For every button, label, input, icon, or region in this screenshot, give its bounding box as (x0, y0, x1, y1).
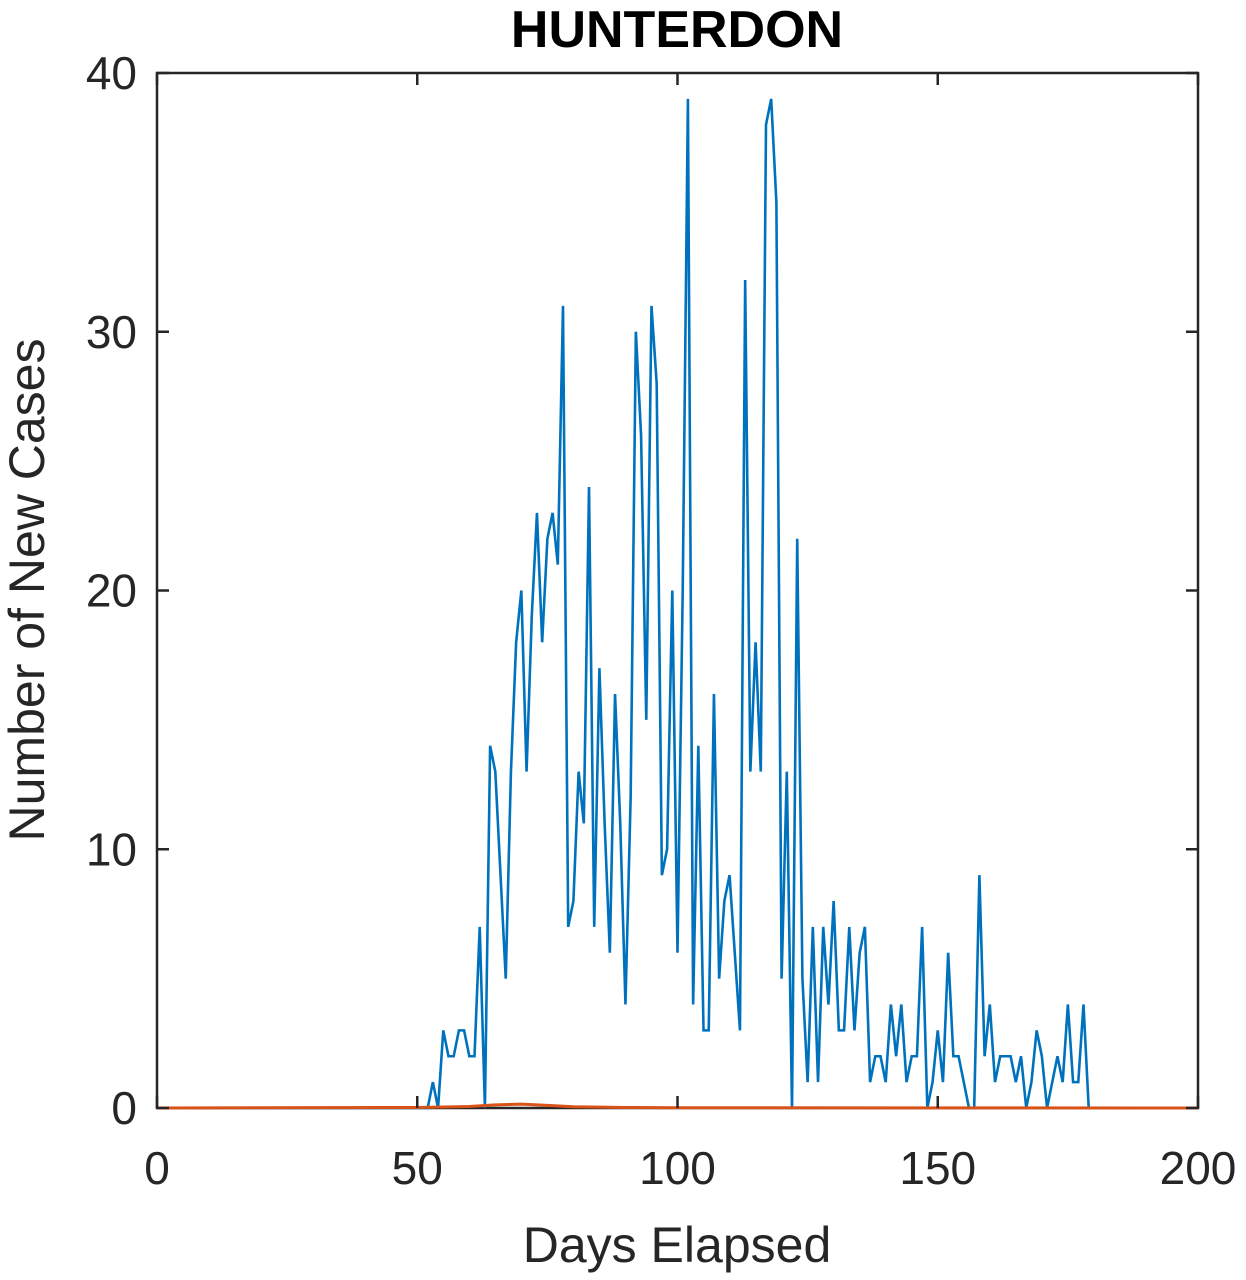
x-tick-label-150: 150 (899, 1142, 976, 1194)
series-line-2 (156, 1102, 1199, 1110)
x-tick-label-50: 50 (392, 1142, 443, 1194)
tick-labels-layer: 0 50 100 150 200 0 10 20 30 40 (86, 47, 1237, 1194)
x-tick-label-200: 200 (1160, 1142, 1237, 1194)
y-tick-label-40: 40 (86, 47, 137, 99)
x-tick-label-100: 100 (639, 1142, 716, 1194)
y-axis-label: Number of New Cases (0, 339, 55, 842)
x-axis-label: Days Elapsed (523, 1217, 832, 1273)
y-tick-label-0: 0 (111, 1082, 137, 1134)
series-layer (156, 98, 1199, 1110)
x-tick-label-0: 0 (144, 1142, 170, 1194)
y-tick-label-30: 30 (86, 306, 137, 358)
series-line-1 (157, 98, 1094, 1110)
y-tick-label-20: 20 (86, 565, 137, 617)
chart-title: HUNTERDON (511, 1, 843, 59)
plot-area (155, 71, 1200, 1110)
ticks-layer (155, 71, 1200, 1110)
y-tick-label-10: 10 (86, 823, 137, 875)
